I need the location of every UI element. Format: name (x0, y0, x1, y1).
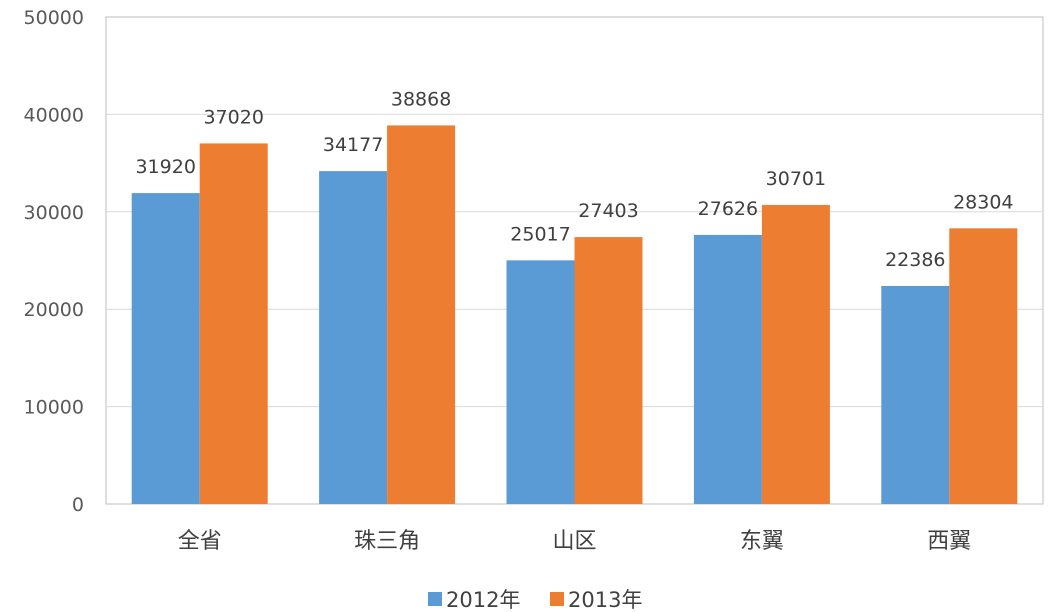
y-tick-label: 30000 (24, 202, 84, 224)
data-label: 22386 (885, 249, 945, 271)
bar-series2 (761, 204, 830, 504)
bar-series1 (506, 260, 575, 504)
y-axis-ticks: 0 10000 20000 30000 40000 50000 (24, 7, 84, 516)
bar-series2 (574, 237, 643, 504)
legend: 2012年 2013年 (428, 588, 642, 612)
bar-series2 (949, 228, 1018, 505)
bar-series1 (881, 285, 950, 504)
y-tick-label: 40000 (24, 104, 84, 126)
y-tick-label: 20000 (24, 299, 84, 321)
x-axis-categories: 全省 珠三角 山区 东翼 西翼 (178, 529, 972, 554)
x-category-label: 全省 (178, 529, 222, 554)
bar-series1 (131, 193, 200, 505)
data-label: 27403 (578, 200, 638, 222)
legend-label: 2012年 (446, 588, 520, 612)
y-tick-label: 0 (72, 494, 84, 516)
data-label: 34177 (323, 134, 383, 156)
legend-swatch (550, 592, 564, 606)
data-label: 28304 (953, 191, 1013, 213)
bar-series1 (693, 234, 762, 504)
x-category-label: 东翼 (740, 529, 784, 554)
x-category-label: 珠三角 (354, 529, 420, 554)
data-label: 31920 (135, 156, 195, 178)
x-category-label: 山区 (552, 529, 596, 554)
bar-series2 (387, 125, 456, 504)
legend-label: 2013年 (568, 588, 642, 612)
data-label: 27626 (698, 198, 758, 220)
y-tick-label: 10000 (24, 397, 84, 419)
data-label: 38868 (391, 88, 451, 110)
data-label: 30701 (766, 168, 826, 190)
bar-series1 (319, 171, 388, 504)
x-category-label: 西翼 (927, 529, 971, 554)
bars (131, 125, 1018, 505)
y-tick-label: 50000 (24, 7, 84, 29)
data-label: 25017 (510, 223, 570, 245)
data-labels: 31920 37020 34177 38868 25017 27403 27626 30701… (135, 88, 1013, 271)
bar-series2 (199, 143, 268, 504)
data-label: 37020 (203, 106, 263, 128)
legend-swatch (428, 592, 442, 606)
